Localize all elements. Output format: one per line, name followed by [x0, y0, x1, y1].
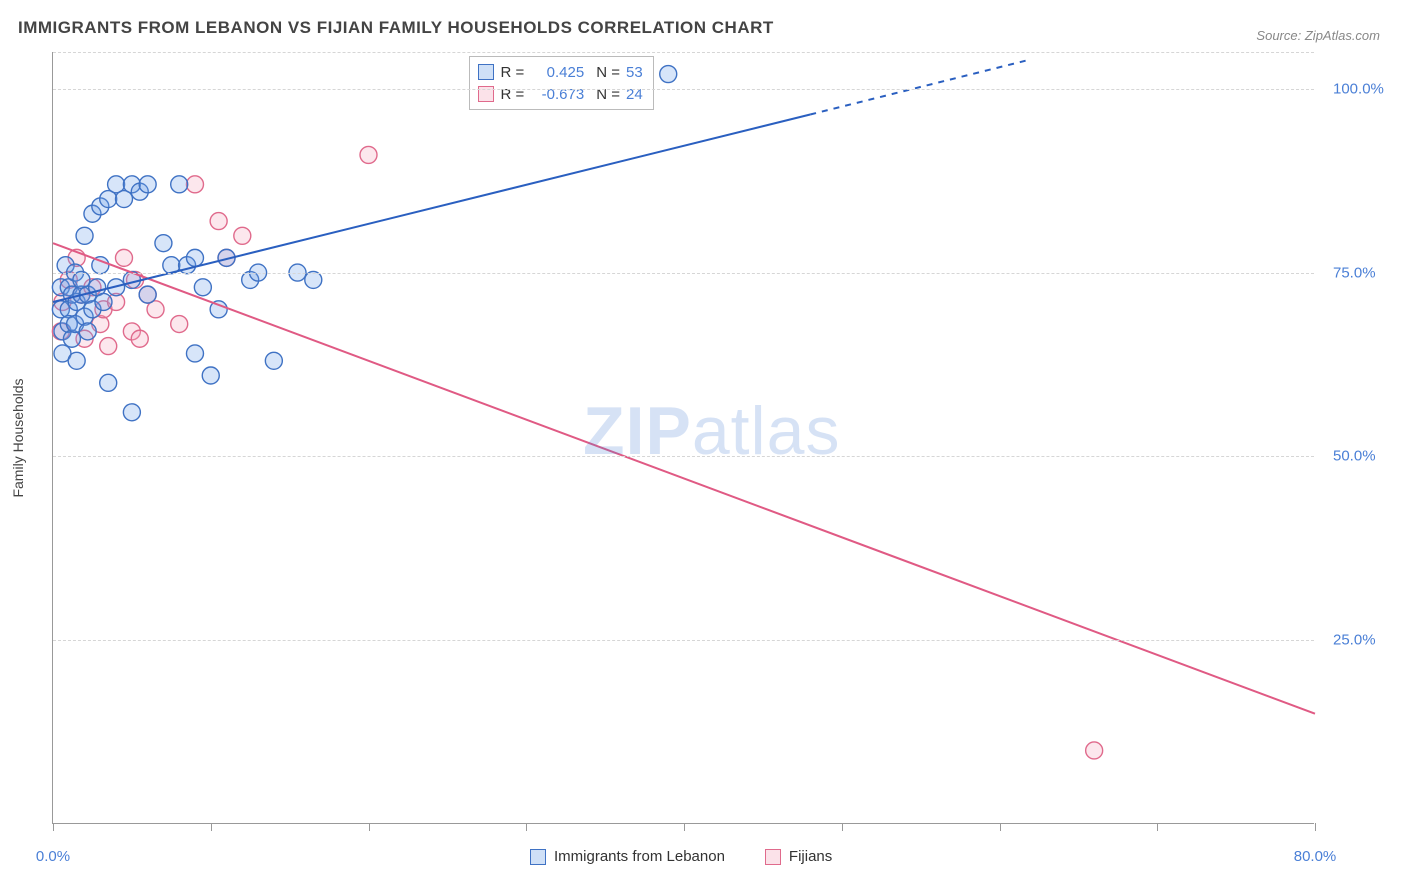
x-tick-label: 80.0% [1294, 848, 1337, 865]
data-point [1086, 742, 1103, 759]
data-point [139, 286, 156, 303]
chart-title: IMMIGRANTS FROM LEBANON VS FIJIAN FAMILY… [18, 18, 774, 38]
bottom-legend-item: Fijians [765, 848, 832, 865]
data-point [186, 176, 203, 193]
x-tick-label: 0.0% [36, 848, 70, 865]
legend-swatch [478, 64, 494, 80]
legend-r-value: 0.425 [530, 64, 584, 81]
stats-legend-row: R = 0.425 N = 53 [478, 61, 642, 83]
data-point [660, 66, 677, 83]
gridline [53, 273, 1314, 274]
stats-legend: R = 0.425 N = 53 R =-0.673N =24 [469, 56, 653, 110]
data-point [100, 338, 117, 355]
data-point [210, 213, 227, 230]
data-point [95, 293, 112, 310]
plot-area: ZIPatlas R =0.425N =53R =-0.673N =24 25.… [52, 52, 1314, 824]
data-point [155, 235, 172, 252]
data-point [76, 227, 93, 244]
bottom-legend: Immigrants from Lebanon Fijians [530, 848, 832, 865]
x-tick [211, 823, 212, 831]
data-point [202, 367, 219, 384]
y-tick-label: 75.0% [1333, 264, 1376, 281]
x-tick [526, 823, 527, 831]
stats-legend-row: R =-0.673N =24 [478, 83, 642, 105]
trend-line [53, 114, 810, 301]
y-tick-label: 100.0% [1333, 80, 1384, 97]
chart-svg [53, 52, 1315, 824]
trend-line [53, 243, 1315, 714]
data-point [131, 330, 148, 347]
data-point [115, 249, 132, 266]
data-point [265, 352, 282, 369]
gridline [53, 52, 1314, 53]
x-tick [842, 823, 843, 831]
data-point [171, 176, 188, 193]
x-tick [1000, 823, 1001, 831]
legend-r-label: R = [500, 64, 524, 81]
data-point [123, 404, 140, 421]
bottom-legend-label: Fijians [789, 848, 832, 865]
x-tick [684, 823, 685, 831]
legend-n-value: 53 [626, 64, 643, 81]
x-tick [53, 823, 54, 831]
gridline [53, 456, 1314, 457]
x-tick [1315, 823, 1316, 831]
data-point [68, 352, 85, 369]
y-tick-label: 50.0% [1333, 448, 1376, 465]
y-tick-label: 25.0% [1333, 632, 1376, 649]
bottom-legend-item: Immigrants from Lebanon [530, 848, 725, 865]
trend-line [810, 59, 1031, 114]
data-point [360, 146, 377, 163]
data-point [194, 279, 211, 296]
bottom-legend-label: Immigrants from Lebanon [554, 848, 725, 865]
source-value: ZipAtlas.com [1305, 28, 1380, 43]
legend-swatch [530, 849, 546, 865]
data-point [79, 323, 96, 340]
data-point [186, 345, 203, 362]
source-attribution: Source: ZipAtlas.com [1256, 28, 1380, 43]
data-point [305, 271, 322, 288]
y-axis-label: Family Households [10, 378, 26, 497]
data-point [186, 249, 203, 266]
data-point [100, 374, 117, 391]
data-point [171, 316, 188, 333]
data-point [234, 227, 251, 244]
x-tick [369, 823, 370, 831]
source-label: Source: [1256, 28, 1301, 43]
x-tick [1157, 823, 1158, 831]
gridline [53, 89, 1314, 90]
gridline [53, 640, 1314, 641]
data-point [139, 176, 156, 193]
legend-n-label: N = [596, 64, 620, 81]
legend-swatch [765, 849, 781, 865]
